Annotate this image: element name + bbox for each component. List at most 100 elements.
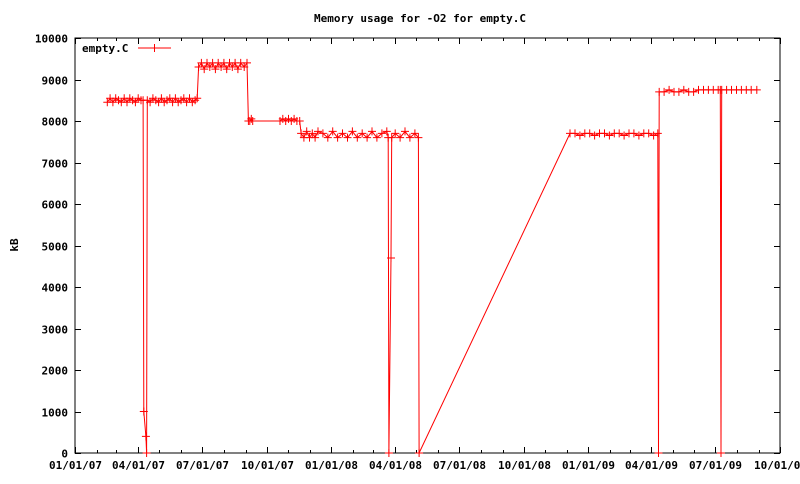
- x-tick-label: 04/01/07: [112, 459, 165, 472]
- data-point-marker: [605, 131, 614, 140]
- data-point-marker: [308, 129, 317, 138]
- data-point-marker: [590, 131, 599, 140]
- y-tick-label: 6000: [42, 199, 69, 212]
- x-tick-label: 04/01/09: [625, 459, 678, 472]
- data-point-marker: [585, 129, 594, 138]
- data-point-marker: [414, 133, 423, 142]
- chart-title: Memory usage for -O2 for empty.C: [314, 12, 526, 25]
- y-tick-label: 4000: [42, 282, 69, 295]
- data-point-marker: [240, 63, 249, 71]
- y-tick-label: 10000: [35, 33, 68, 46]
- data-point-marker: [211, 65, 220, 74]
- data-point-marker: [660, 87, 669, 96]
- data-point-marker: [665, 85, 674, 94]
- data-point-marker: [343, 133, 352, 142]
- data-point-marker: [157, 94, 166, 103]
- data-point-marker: [217, 63, 226, 71]
- data-point-marker: [302, 127, 311, 136]
- y-tick-label: 8000: [42, 116, 69, 129]
- data-point-marker: [689, 87, 698, 96]
- x-tick-label: 07/01/08: [433, 459, 486, 472]
- data-point-marker: [654, 449, 663, 457]
- data-point-marker: [200, 65, 209, 74]
- data-point-marker: [653, 129, 662, 138]
- x-tick-label: 10/01/07: [241, 459, 294, 472]
- data-point-marker: [295, 117, 304, 125]
- data-point-marker: [674, 87, 683, 96]
- data-point-marker: [410, 129, 419, 138]
- data-point-marker: [382, 127, 391, 136]
- data-point-marker: [752, 85, 761, 94]
- x-tick-label: 01/01/07: [49, 459, 102, 472]
- data-point-marker: [171, 94, 180, 103]
- y-tick-label: 9000: [42, 75, 69, 88]
- plot-border: [74, 37, 781, 454]
- data-point-marker: [363, 133, 372, 142]
- x-tick-label: 10/01/09: [754, 459, 800, 472]
- data-point-marker: [318, 129, 327, 138]
- data-point-marker: [649, 131, 658, 140]
- x-tick-label: 01/01/08: [305, 459, 358, 472]
- data-point-marker: [600, 129, 609, 138]
- data-point-marker: [297, 129, 306, 138]
- data-point-marker: [679, 85, 688, 94]
- legend-label: empty.C: [82, 42, 128, 55]
- data-point-marker: [338, 129, 347, 138]
- data-point-marker: [353, 133, 362, 142]
- data-point-marker: [415, 449, 424, 457]
- x-tick-label: 10/01/08: [498, 459, 551, 472]
- axes: 0 1000 2000 3000 4000 5000 6000 7000 8000 9000 100…: [35, 33, 800, 473]
- data-point-marker: [405, 133, 414, 142]
- data-point-marker: [228, 63, 237, 71]
- data-point-marker: [194, 63, 203, 71]
- x-tick-label: 07/01/09: [689, 459, 742, 472]
- y-tick-label: 0: [61, 448, 68, 461]
- data-point-marker: [243, 58, 251, 67]
- data-point-marker: [314, 127, 322, 136]
- x-tick-label: 07/01/07: [176, 459, 229, 472]
- data-point-marker: [387, 133, 396, 142]
- y-axis-label: kB: [8, 238, 21, 252]
- y-tick-label: 1000: [42, 407, 69, 420]
- data-point-marker: [146, 98, 155, 107]
- x-tick-label: 01/01/09: [562, 459, 615, 472]
- data-point-marker: [247, 114, 256, 123]
- data-point-marker: [644, 129, 653, 138]
- y-tick-label: 7000: [42, 158, 69, 171]
- data-point-marker: [571, 129, 579, 138]
- y-tick-label: 3000: [42, 324, 69, 337]
- plot-area: [103, 58, 761, 457]
- data-point-marker: [142, 449, 151, 457]
- y-tick-label: 2000: [42, 365, 69, 378]
- x-tick-label: 04/01/08: [369, 459, 422, 472]
- data-point-marker: [384, 449, 393, 457]
- data-point-marker: [377, 129, 386, 138]
- legend: empty.C: [82, 42, 171, 55]
- data-point-marker: [358, 129, 367, 138]
- data-point-marker: [634, 131, 643, 140]
- series-line: [106, 61, 757, 454]
- data-point-marker: [222, 65, 231, 74]
- data-point-marker: [368, 127, 376, 136]
- legend-marker-plus: [150, 44, 159, 52]
- data-point-marker: [348, 127, 357, 136]
- data-point-marker: [396, 133, 405, 142]
- data-point-marker: [323, 133, 332, 142]
- data-point-marker: [575, 131, 584, 140]
- data-point-marker: [311, 133, 320, 142]
- data-point-marker: [139, 407, 148, 416]
- data-point-marker: [141, 432, 150, 441]
- data-point-marker: [387, 254, 395, 262]
- data-point-marker: [620, 131, 629, 140]
- data-point-marker: [717, 449, 725, 457]
- data-point-marker: [333, 133, 342, 142]
- data-point-marker: [205, 63, 214, 71]
- data-point-marker: [391, 129, 400, 138]
- data-point-marker: [108, 98, 117, 107]
- data-point-marker: [185, 94, 194, 103]
- data-point-marker: [401, 127, 409, 136]
- data-point-marker: [131, 98, 140, 107]
- data-point-marker: [191, 96, 200, 105]
- data-point-marker: [615, 129, 624, 138]
